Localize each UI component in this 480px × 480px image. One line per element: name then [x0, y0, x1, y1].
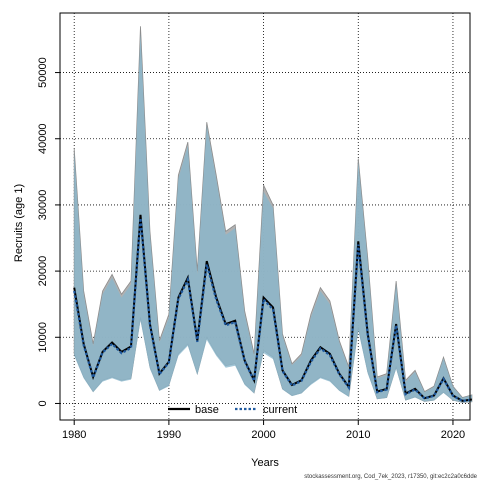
confidence-band-current [74, 32, 472, 403]
y-tick-label: 50000 [37, 57, 49, 88]
series-line-current [73, 218, 473, 403]
legend-label-base: base [195, 404, 219, 416]
series-lines [73, 214, 473, 403]
y-tick-label: 20000 [37, 256, 49, 287]
x-tick-label: 2020 [441, 429, 465, 441]
x-axis-title: Years [251, 457, 279, 469]
legend-label-current: current [263, 404, 297, 416]
y-tick-label: 10000 [37, 322, 49, 353]
y-tick-label: 40000 [37, 123, 49, 154]
plot-frame [59, 12, 471, 421]
y-axis-title: Recruits (age 1) [13, 184, 25, 262]
confidence-bands [73, 26, 473, 403]
x-tick-label: 1980 [62, 429, 86, 441]
x-tick-label: 2010 [346, 429, 370, 441]
x-tick-label: 1990 [157, 429, 181, 441]
legend: base current [168, 404, 297, 416]
x-tick-label: 2000 [251, 429, 275, 441]
y-tick-label: 30000 [37, 190, 49, 221]
y-tick-label: 0 [37, 400, 49, 406]
axes: 1980 1990 2000 2010 2020 0 10000 20000 30000 4000… [37, 57, 465, 441]
footer-provenance: stockassessment.org, Cod_7ek_2023, r1735… [304, 474, 477, 480]
